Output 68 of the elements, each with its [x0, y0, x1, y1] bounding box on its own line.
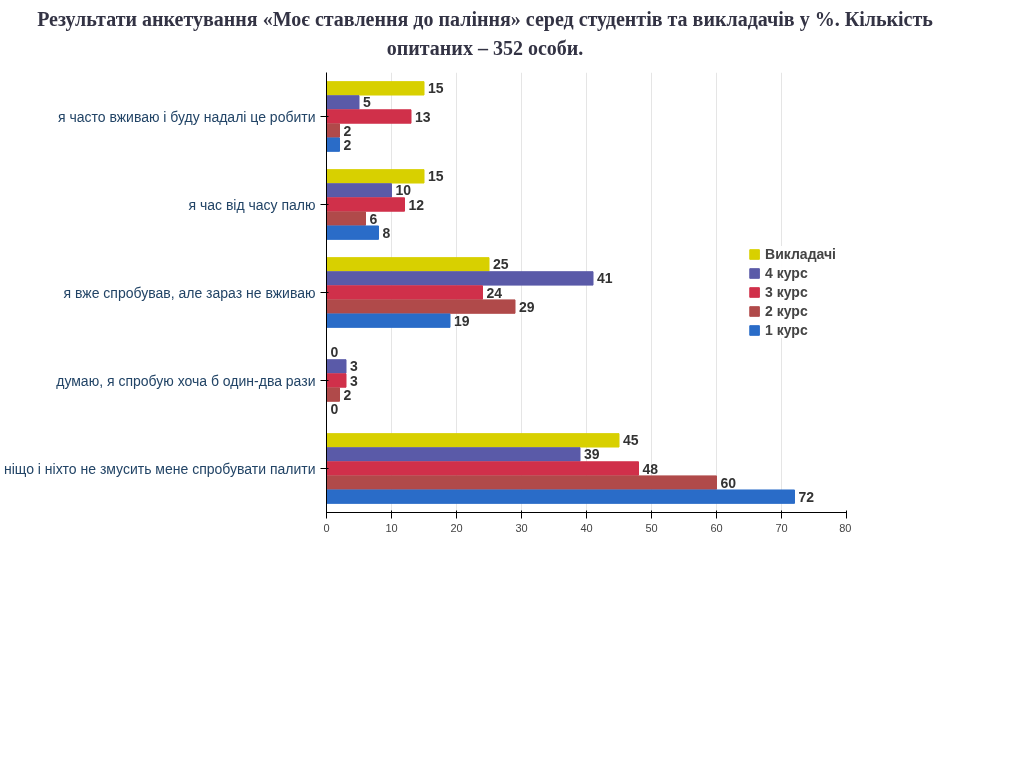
x-tick-label: 50 — [645, 521, 658, 534]
data-label: 2 — [343, 386, 352, 403]
data-label: 39 — [584, 446, 600, 463]
bar — [326, 123, 340, 138]
data-label: 3 — [350, 358, 358, 375]
data-label: 12 — [408, 196, 425, 213]
data-label: 72 — [798, 488, 815, 505]
data-label: 60 — [720, 474, 737, 491]
bar — [326, 313, 451, 328]
data-label: 0 — [330, 400, 339, 417]
data-label: 5 — [363, 94, 371, 111]
bar — [326, 183, 392, 198]
bar — [326, 433, 620, 448]
x-tick-label: 0 — [323, 521, 330, 534]
data-label: 2 — [343, 122, 352, 139]
bar — [326, 447, 581, 462]
bar — [326, 359, 347, 374]
bar — [326, 299, 516, 314]
x-tick-label: 60 — [710, 521, 723, 534]
x-tick-label: 80 — [839, 521, 852, 534]
x-tick-label: 40 — [580, 521, 593, 534]
bar — [326, 169, 425, 184]
bar — [326, 387, 340, 402]
data-label: 13 — [415, 108, 431, 125]
legend-label: 3 курс — [765, 284, 808, 301]
bar — [326, 109, 412, 124]
data-label: 10 — [395, 182, 412, 199]
y-tick-label: ніщо і ніхто не змусить мене спробувати палити — [3, 460, 316, 477]
data-label: 29 — [519, 298, 535, 315]
y-tick-label: думаю, я спробую хоча б один-два рази — [56, 372, 316, 389]
x-tick-label: 30 — [515, 521, 528, 534]
bar — [326, 373, 347, 388]
y-tick-label: я час від часу палю — [188, 196, 316, 213]
bar — [326, 81, 425, 96]
y-tick-label: я вже спробував, але зараз не вживаю — [63, 284, 316, 301]
data-label: 41 — [597, 270, 613, 287]
x-tick-label: 20 — [450, 521, 463, 534]
bar — [326, 95, 360, 110]
bar — [326, 489, 795, 504]
data-label: 0 — [330, 344, 339, 361]
y-tick-label: я часто вживаю і буду надалі це робити — [57, 108, 316, 125]
bar — [326, 137, 340, 152]
bar — [326, 257, 490, 272]
data-label: 2 — [343, 136, 352, 153]
chart-title: Результати анкетування «Моє ставлення до паління» серед студентів та викладачів у %. Кількість опитаних – 352 особи. — [36, 7, 934, 61]
legend-label: Викладачі — [765, 246, 836, 263]
data-label: 25 — [493, 256, 509, 273]
data-label: 8 — [382, 224, 391, 241]
data-label: 24 — [486, 284, 503, 301]
bar — [326, 461, 639, 476]
data-label: 48 — [642, 460, 659, 477]
bar — [326, 475, 717, 490]
x-tick-label: 10 — [385, 521, 398, 534]
legend-label: 1 курс — [765, 322, 808, 339]
data-label: 6 — [369, 210, 378, 227]
data-label: 15 — [428, 80, 444, 97]
legend-label: 2 курс — [765, 303, 808, 320]
data-label: 19 — [454, 312, 470, 329]
data-label: 15 — [428, 168, 444, 185]
x-tick-label: 70 — [775, 521, 788, 534]
bar — [326, 225, 379, 240]
data-label: 3 — [350, 372, 358, 389]
bar — [326, 197, 405, 212]
data-label: 45 — [623, 432, 639, 449]
legend-label: 4 курс — [765, 265, 808, 282]
bar — [326, 285, 483, 300]
bar — [326, 211, 366, 226]
bar — [326, 271, 594, 286]
